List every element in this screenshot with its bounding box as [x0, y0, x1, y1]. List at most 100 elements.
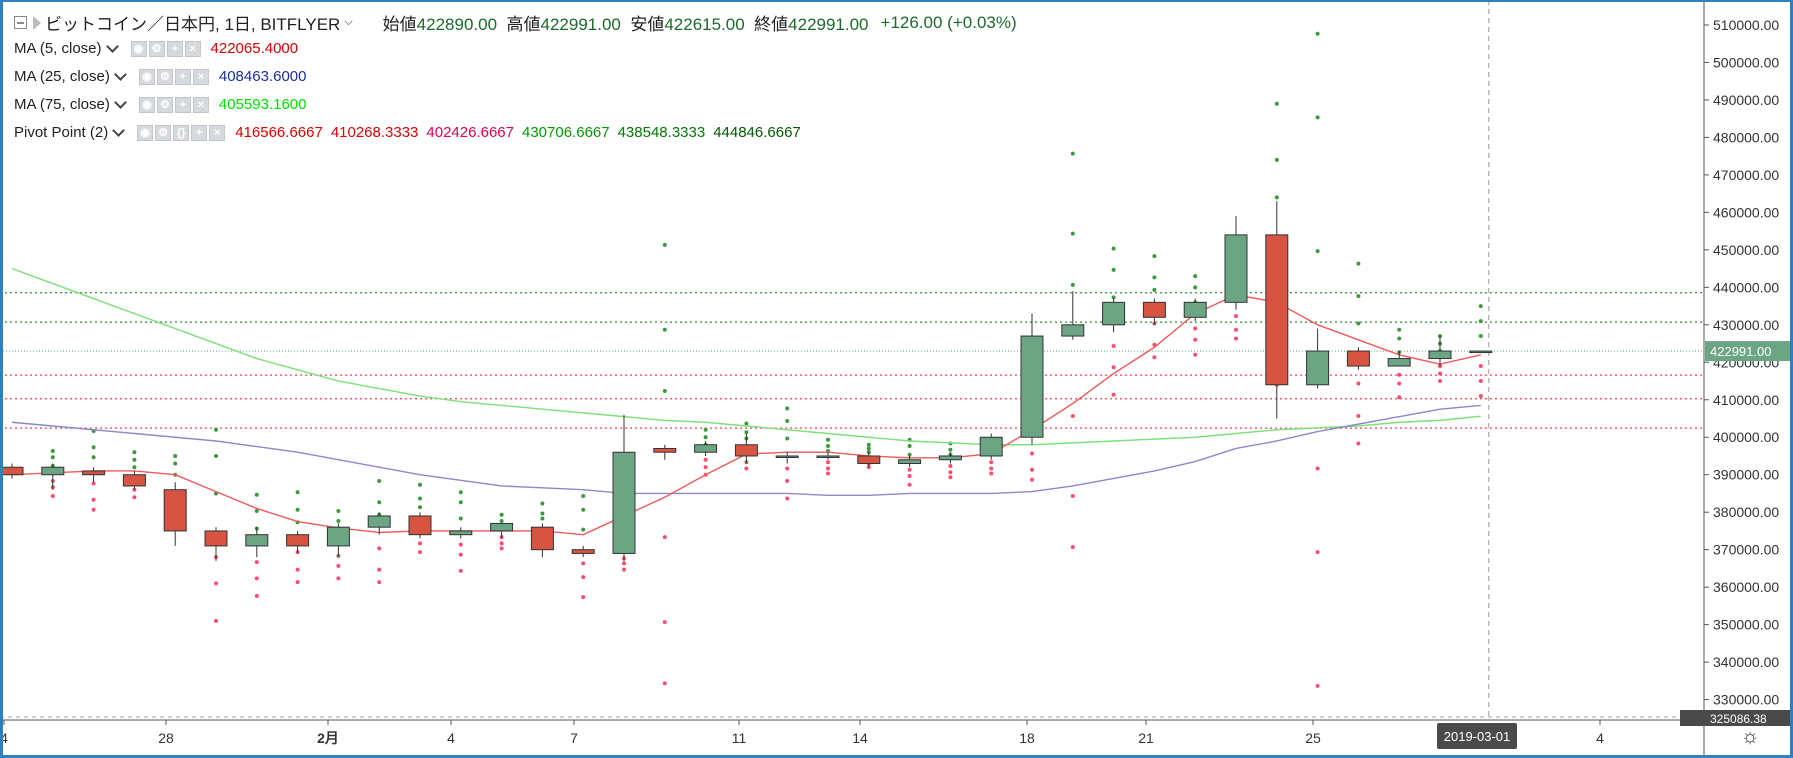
- indicator-name[interactable]: MA (75, close): [14, 96, 110, 113]
- pivot-dot: [1152, 275, 1157, 280]
- pivot-dot: [1070, 414, 1075, 419]
- x-tick-label: 2月: [317, 730, 339, 746]
- gear-icon[interactable]: ⚙: [156, 68, 173, 85]
- symbol-header: ビットコイン／日本円, 1日, BITFLYER ⌵ 始値422890.00 高…: [14, 10, 1017, 35]
- indicator-value: 402426.6667: [426, 124, 514, 141]
- indicator-name[interactable]: MA (25, close): [14, 68, 110, 85]
- candle-body: [82, 470, 106, 476]
- pivot-dot: [1111, 246, 1116, 251]
- pivot-dot: [499, 518, 504, 523]
- braces-icon[interactable]: {}: [173, 124, 190, 141]
- pivot-dot: [458, 500, 463, 505]
- indicator-name[interactable]: MA (5, close): [14, 40, 102, 57]
- pivot-dot: [418, 496, 422, 501]
- candle-body: [163, 489, 187, 532]
- close-icon[interactable]: ×: [192, 96, 209, 113]
- eye-icon[interactable]: ◉: [138, 68, 155, 85]
- collapse-icon[interactable]: [14, 16, 27, 29]
- price-label-badge: [1705, 341, 1793, 362]
- pivot-dot: [1234, 327, 1238, 332]
- y-tick-label: 350000.00: [1713, 617, 1779, 633]
- pivot-dot: [744, 466, 749, 471]
- indicator-legend-row[interactable]: MA (5, close) ◉ ⚙ + × 422065.4000: [14, 40, 298, 57]
- pivot-dot: [662, 535, 667, 540]
- pivot-dot: [540, 516, 545, 521]
- pivot-dot: [1356, 321, 1361, 326]
- pivot-dot: [989, 460, 994, 465]
- gear-icon[interactable]: ⚙: [148, 40, 165, 57]
- pivot-dot: [907, 467, 912, 472]
- candle-body: [490, 522, 514, 532]
- eye-icon[interactable]: ◉: [137, 124, 154, 141]
- flag-icon[interactable]: [33, 15, 41, 30]
- pivot-dot: [826, 437, 830, 442]
- y-tick-label: 360000.00: [1713, 579, 1779, 595]
- eye-icon[interactable]: ◉: [138, 96, 155, 113]
- pivot-dot: [866, 442, 871, 447]
- pivot-dot: [785, 496, 790, 501]
- candle-body: [1183, 301, 1207, 318]
- pivot-dot: [581, 493, 586, 498]
- candle-body: [367, 515, 391, 528]
- pivot-dot: [785, 478, 790, 483]
- plus-icon[interactable]: +: [166, 40, 183, 57]
- pivot-dot: [1397, 372, 1402, 377]
- pivot-dot: [377, 546, 382, 551]
- y-tick-label: 330000.00: [1713, 692, 1779, 708]
- pivot-dot: [744, 421, 749, 426]
- price-label-text: 422991.00: [1710, 344, 1771, 359]
- pivot-dot: [377, 500, 382, 505]
- pivot-dot: [214, 427, 218, 432]
- close-icon[interactable]: ×: [209, 124, 226, 141]
- close-icon[interactable]: ×: [184, 40, 201, 57]
- plus-icon[interactable]: +: [174, 68, 191, 85]
- pivot-dot: [622, 561, 626, 566]
- candle-body: [1469, 350, 1493, 354]
- pivot-dot: [1274, 195, 1279, 200]
- pivot-dot: [1193, 352, 1198, 357]
- pivot-dot: [581, 575, 586, 580]
- pivot-dot: [785, 466, 790, 471]
- pivot-dot: [1397, 327, 1402, 332]
- pivot-dot: [91, 507, 96, 512]
- indicator-legend-row[interactable]: MA (25, close) ◉ ⚙ + × 408463.6000: [14, 68, 306, 85]
- pivot-dot: [1070, 493, 1075, 498]
- chevron-down-icon[interactable]: ⌵: [344, 16, 353, 28]
- pivot-dot: [581, 527, 586, 532]
- pivot-dot: [458, 542, 463, 547]
- y-tick-label: 430000.00: [1713, 317, 1779, 333]
- gear-icon[interactable]: ⚙: [156, 96, 173, 113]
- plus-icon[interactable]: +: [174, 96, 191, 113]
- symbol-title[interactable]: ビットコイン／日本円, 1日, BITFLYER: [45, 15, 341, 34]
- indicator-legend-row[interactable]: Pivot Point (2) ◉ ⚙{} + × 416566.6667 410268.3…: [14, 124, 801, 141]
- plus-icon[interactable]: +: [191, 124, 208, 141]
- gear-icon[interactable]: ☼: [1740, 725, 1760, 748]
- pivot-dot: [1356, 261, 1361, 266]
- x-tick-label: 4: [447, 730, 455, 746]
- pivot-dot: [1193, 337, 1198, 342]
- change-value: +126.00 (+0.03%): [880, 12, 1017, 32]
- candle-body: [938, 455, 962, 461]
- close-icon[interactable]: ×: [192, 68, 209, 85]
- x-tick-label: 4: [1596, 730, 1604, 746]
- indicator-legend-row[interactable]: MA (75, close) ◉ ⚙ + × 405593.1600: [14, 96, 306, 113]
- pivot-dot: [132, 457, 137, 462]
- pivot-dot: [336, 518, 341, 523]
- pivot-dot: [1193, 274, 1198, 279]
- open-label: 始値: [382, 15, 417, 34]
- pivot-dot: [458, 516, 463, 521]
- eye-icon[interactable]: ◉: [130, 40, 147, 57]
- pivot-dot: [1356, 381, 1361, 386]
- pivot-dot: [1152, 254, 1157, 259]
- candle-body: [898, 459, 922, 464]
- pivot-dot: [295, 490, 300, 495]
- gear-icon[interactable]: ⚙: [155, 124, 172, 141]
- x-tick-label: 28: [158, 730, 174, 746]
- y-tick-label: 510000.00: [1713, 17, 1779, 33]
- pivot-dot: [1152, 287, 1157, 292]
- indicator-name[interactable]: Pivot Point (2): [14, 124, 109, 141]
- pivot-dot: [336, 508, 341, 513]
- pivot-dot: [458, 490, 463, 495]
- pivot-dot: [1111, 392, 1116, 397]
